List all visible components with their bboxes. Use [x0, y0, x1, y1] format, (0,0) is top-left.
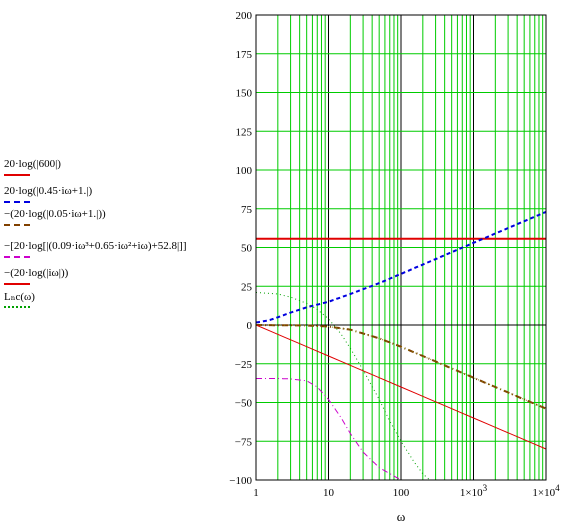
y-tick-label: 25	[241, 281, 253, 293]
legend-label-6: Lₙc(ω)	[4, 291, 35, 303]
y-tick-label: 0	[247, 320, 253, 332]
x-tick-label: 100	[393, 487, 410, 499]
y-tick-label: 50	[241, 243, 253, 255]
y-tick-label: 200	[236, 10, 253, 22]
legend-swatch-2	[4, 201, 30, 203]
y-tick-label: 75	[241, 204, 253, 216]
series-group	[255, 210, 547, 481]
series-line-5	[255, 324, 547, 450]
legend-swatch-3	[4, 224, 30, 226]
grid-lines	[255, 14, 547, 481]
y-tick-label: 125	[236, 126, 253, 138]
x-tick-labels: 1 10 100 1×103 1×104	[253, 483, 560, 499]
legend-label-4: −[20·log[|(0.09·iω³+0.65·iω²+iω)+52.8|]]	[4, 240, 187, 252]
legend-swatch-4	[4, 256, 30, 258]
y-tick-label: 100	[236, 165, 253, 177]
legend-swatch-5	[4, 283, 30, 285]
y-tick-labels: 200 175 150 125 100 75 50 25 0 −25 −50 −75 −100	[229, 10, 252, 487]
legend-swatch-1	[4, 174, 30, 176]
legend-label-1: 20·log(|600|)	[4, 158, 61, 170]
y-tick-label: −50	[235, 398, 253, 410]
x-axis-label: ω	[397, 509, 406, 524]
y-tick-label: −75	[235, 436, 253, 448]
y-tick-label: 150	[236, 88, 253, 100]
y-tick-label: −100	[229, 475, 252, 487]
y-tick-label: 175	[236, 49, 253, 61]
series-line-4	[256, 378, 402, 481]
plot-frame	[255, 14, 547, 481]
series-line-3	[256, 324, 547, 410]
x-tick-label: 1×104	[532, 483, 560, 499]
x-tick-label: 10	[323, 487, 335, 499]
legend-label-5: −(20·log(|iω|))	[4, 267, 69, 279]
x-tick-label: 1×103	[460, 483, 488, 499]
legend-label-2: 20·log(|0.45·iω+1.|)	[4, 185, 93, 197]
x-tick-label: 1	[253, 487, 259, 499]
series-line-6	[256, 292, 431, 481]
legend-label-3: −(20·log(|0.05·iω+1.|))	[4, 208, 106, 220]
y-tick-label: −25	[235, 359, 253, 371]
legend-swatch-6	[4, 306, 30, 308]
